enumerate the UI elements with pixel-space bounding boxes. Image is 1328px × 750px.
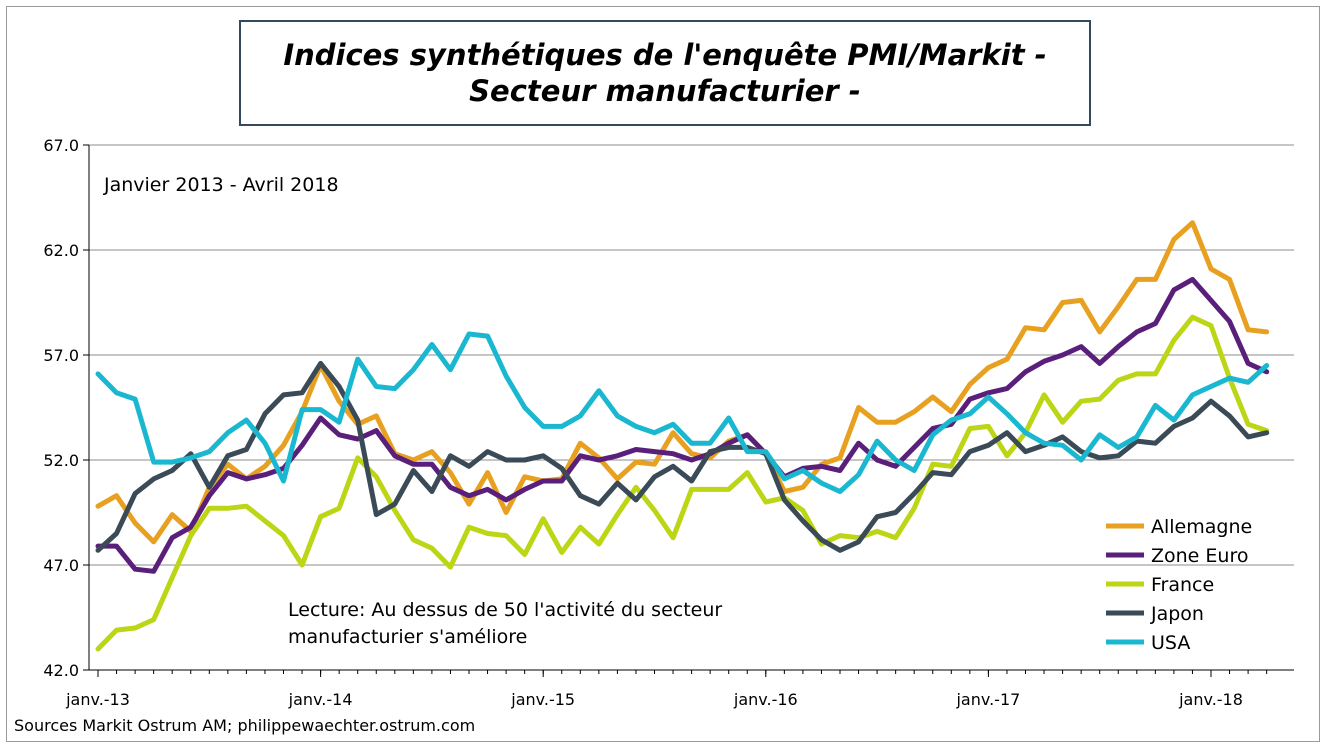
legend-label: Allemagne [1151,516,1252,538]
series-line-allemagne [95,220,1270,545]
y-tick-label: 67.0 [43,136,79,155]
series-line-france [95,314,1270,652]
legend-label: Zone Euro [1151,545,1248,567]
legend-label: Japon [1150,603,1204,625]
x-tick-label: janv.-17 [955,690,1020,709]
annotation-line-2: manufacturier s'améliore [288,626,527,648]
chart-title-line-2: Secteur manufacturier - [469,74,861,108]
y-tick-label: 62.0 [43,241,79,260]
series-line-japon [95,360,1270,553]
y-tick-label: 52.0 [43,451,79,470]
series-line-zone-euro [95,276,1270,574]
legend: Allemagne Zone Euro France Japon USA [1106,516,1252,654]
chart-frame [6,6,1320,742]
y-tick-label: 57.0 [43,346,79,365]
series-line-usa [95,331,1270,494]
x-tick-label: janv.-15 [510,690,575,709]
x-tick-label: janv.-13 [65,690,130,709]
y-tick-label: 42.0 [43,661,79,680]
x-tick-label: janv.-16 [733,690,798,709]
x-tick-label: janv.-18 [1178,690,1243,709]
legend-label: France [1151,574,1214,596]
chart-title-box: Indices synthétiques de l'enquête PMI/Ma… [239,20,1091,126]
annotation-line-1: Lecture: Au dessus de 50 l'activité du s… [288,599,722,621]
y-tick-label: 47.0 [43,556,79,575]
legend-label: USA [1151,632,1190,654]
chart-title-line-1: Indices synthétiques de l'enquête PMI/Ma… [283,38,1047,72]
series-lines [95,220,1270,652]
chart-subtitle: Janvier 2013 - Avril 2018 [103,174,339,196]
x-tick-label: janv.-14 [288,690,353,709]
x-axis: janv.-13 janv.-14 janv.-15 janv.-16 janv.-17… [65,669,1294,709]
y-axis: 42.0 47.0 52.0 57.0 62.0 67.0 [43,136,90,680]
source-note: Sources Markit Ostrum AM; philippewaecht… [14,716,476,735]
